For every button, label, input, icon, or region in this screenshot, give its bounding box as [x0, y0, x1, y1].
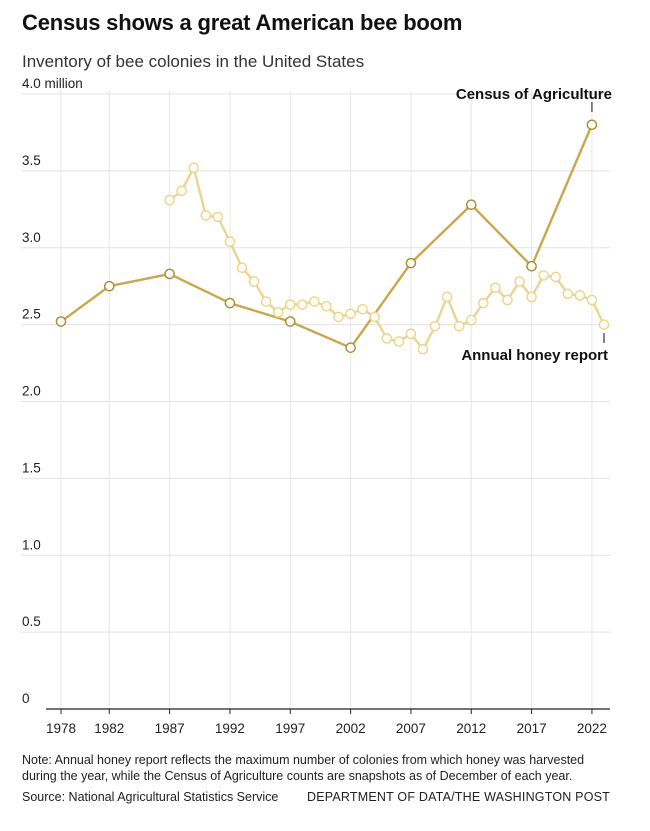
data-point [465, 199, 477, 210]
series-label-honey: Annual honey report [461, 347, 608, 364]
y-tick-label: 2.0 [22, 384, 41, 399]
chart-title: Census shows a great American bee boom [22, 10, 463, 35]
series-line-1 [168, 166, 606, 351]
data-point [526, 291, 537, 303]
gridlines [21, 90, 610, 709]
series-line-0 [60, 124, 594, 349]
x-tick-label: 1982 [94, 721, 124, 736]
data-point [224, 236, 236, 247]
data-point [284, 299, 296, 310]
data-point [345, 308, 356, 320]
data-point [586, 119, 598, 131]
series-labels: Census of Agriculture Annual honey report [456, 86, 612, 364]
data-point [176, 185, 187, 197]
data-point [405, 328, 417, 340]
data-point [417, 343, 429, 355]
x-tick-label: 2002 [336, 721, 366, 736]
y-tick-label: 3.0 [22, 230, 41, 245]
data-point [393, 336, 405, 347]
data-point [526, 260, 537, 272]
data-point [357, 303, 368, 315]
x-tick-label: 1987 [155, 721, 185, 736]
data-point [236, 262, 248, 274]
data-point [309, 296, 320, 307]
data-point [164, 194, 175, 206]
data-point [164, 268, 175, 280]
data-point [381, 333, 393, 344]
x-tick-label: 2017 [517, 721, 547, 736]
data-point [369, 311, 381, 323]
x-tick-label: 1992 [215, 721, 245, 736]
data-point [586, 294, 598, 306]
data-point [200, 210, 212, 221]
data-point [550, 271, 562, 283]
y-tick-label: 2.5 [22, 307, 41, 322]
chart-credit: DEPARTMENT OF DATA/THE WASHINGTON POST [307, 790, 610, 804]
y-tick-label: 0 [22, 691, 30, 706]
chart-note: Note: Annual honey report reflects the m… [22, 753, 585, 783]
data-point [465, 314, 477, 326]
data-point [212, 211, 224, 223]
y-tick-label: 0.5 [22, 614, 41, 629]
y-tick-label: 4.0 million [22, 76, 83, 91]
chart-source: Source: National Agricultural Statistics… [22, 790, 279, 804]
data-point [598, 319, 610, 330]
data-point [574, 290, 586, 301]
data-point [188, 162, 200, 174]
data-point [453, 320, 465, 332]
series-points [55, 119, 610, 355]
data-point [562, 288, 574, 300]
x-tick-label: 2022 [577, 721, 607, 736]
data-point [103, 280, 115, 292]
data-point [333, 311, 344, 323]
data-point [297, 299, 308, 310]
data-point [405, 257, 417, 269]
data-point [260, 296, 272, 307]
y-tick-label: 3.5 [22, 153, 41, 168]
data-point [224, 297, 236, 309]
data-point [441, 291, 453, 303]
series-label-census: Census of Agriculture [456, 86, 612, 103]
line-chart: 0 0.5 1.0 1.5 2.0 2.5 3.0 3.5 4.0 million 1978 198… [21, 76, 612, 736]
data-point [284, 316, 296, 327]
chart-subtitle: Inventory of bee colonies in the United … [22, 52, 365, 71]
x-tick-label: 1978 [46, 721, 76, 736]
data-point [321, 300, 332, 312]
axes: 0 0.5 1.0 1.5 2.0 2.5 3.0 3.5 4.0 million 1978 198… [22, 76, 610, 736]
x-tick-label: 1997 [275, 721, 305, 736]
data-point [55, 316, 67, 327]
data-point [429, 320, 441, 332]
data-point [478, 297, 489, 309]
y-tick-label: 1.0 [22, 537, 41, 552]
data-point [514, 276, 525, 287]
data-point [490, 282, 501, 294]
y-tick-label: 1.5 [22, 460, 41, 475]
data-point [345, 342, 356, 353]
x-tick-label: 2007 [396, 721, 426, 736]
x-tick-label: 2012 [456, 721, 486, 736]
series-lines [60, 124, 606, 351]
data-point [248, 276, 260, 287]
data-point [272, 307, 284, 318]
data-point [502, 294, 513, 306]
data-point [538, 270, 549, 281]
